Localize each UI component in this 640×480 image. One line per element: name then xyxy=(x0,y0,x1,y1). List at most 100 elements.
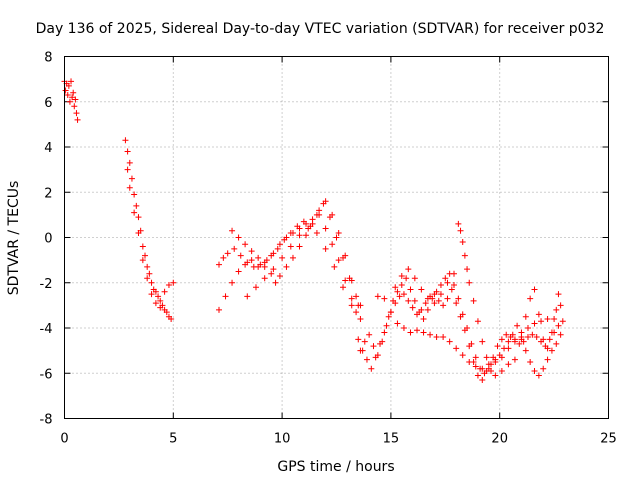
data-point xyxy=(505,361,512,368)
data-point xyxy=(283,263,290,270)
y-tick-label: 8 xyxy=(44,51,52,66)
data-point xyxy=(457,227,464,234)
data-point xyxy=(505,338,512,345)
data-point xyxy=(544,356,551,363)
data-point xyxy=(62,87,69,94)
data-point xyxy=(464,266,471,273)
data-point xyxy=(353,309,360,316)
data-point xyxy=(455,295,462,302)
data-point xyxy=(405,297,412,304)
data-point xyxy=(70,89,77,96)
series-arc-1 xyxy=(61,78,81,123)
data-point xyxy=(379,338,386,345)
data-point xyxy=(322,198,329,205)
data-point xyxy=(544,345,551,352)
y-tick-label: 0 xyxy=(44,232,52,247)
data-point xyxy=(455,220,462,227)
data-point xyxy=(229,279,236,286)
data-point xyxy=(65,82,72,89)
data-point xyxy=(300,218,307,225)
data-point xyxy=(361,338,368,345)
data-point xyxy=(281,236,288,243)
data-point xyxy=(144,275,151,282)
y-tick-label: -6 xyxy=(40,367,53,382)
data-point xyxy=(540,365,547,372)
data-point xyxy=(255,254,262,261)
data-point xyxy=(492,358,499,365)
data-point xyxy=(385,313,392,320)
data-point xyxy=(451,270,458,277)
tick-labels: 0 5 10 15 20 25 -8 -6 -4 -2 0 2 4 6 8 xyxy=(40,51,617,447)
data-point xyxy=(466,279,473,286)
data-point xyxy=(498,354,505,361)
data-point xyxy=(152,300,159,307)
data-point xyxy=(335,229,342,236)
data-point xyxy=(459,352,466,359)
data-point xyxy=(492,372,499,379)
y-axis-label: SDTVAR / TECUs xyxy=(6,181,22,296)
data-point xyxy=(335,257,342,264)
data-point xyxy=(557,331,564,338)
data-point xyxy=(524,334,531,341)
data-point xyxy=(479,377,486,384)
data-point xyxy=(531,367,538,374)
data-point xyxy=(531,320,538,327)
data-point xyxy=(427,331,434,338)
data-points xyxy=(61,78,566,384)
data-point xyxy=(222,293,229,300)
data-point xyxy=(170,279,177,286)
data-point xyxy=(420,329,427,336)
data-point xyxy=(522,347,529,354)
data-point xyxy=(148,279,155,286)
data-point xyxy=(411,297,418,304)
data-point xyxy=(329,211,336,218)
data-point xyxy=(553,340,560,347)
data-point xyxy=(394,320,401,327)
data-point xyxy=(474,318,481,325)
data-point xyxy=(518,329,525,336)
data-point xyxy=(355,302,362,309)
data-point xyxy=(479,365,486,372)
y-tick-label: -4 xyxy=(40,322,53,337)
data-point xyxy=(261,263,268,270)
data-point xyxy=(66,98,73,105)
data-point xyxy=(383,322,390,329)
data-point xyxy=(516,340,523,347)
data-point xyxy=(431,300,438,307)
data-point xyxy=(313,211,320,218)
data-point xyxy=(224,250,231,257)
data-point xyxy=(235,268,242,275)
data-point xyxy=(229,227,236,234)
data-point xyxy=(381,329,388,336)
data-point xyxy=(165,282,172,289)
data-point xyxy=(268,252,275,259)
data-point xyxy=(446,338,453,345)
data-point xyxy=(407,286,414,293)
data-point xyxy=(274,245,281,252)
x-tick-label: 20 xyxy=(491,432,508,447)
data-point xyxy=(533,334,540,341)
data-point xyxy=(400,325,407,331)
data-point xyxy=(505,345,512,352)
series-arc-2 xyxy=(122,137,177,322)
data-point xyxy=(459,239,466,246)
data-point xyxy=(64,91,71,98)
data-point xyxy=(479,338,486,345)
data-point xyxy=(409,304,416,311)
x-tick-label: 5 xyxy=(169,432,177,447)
data-point xyxy=(370,343,377,350)
data-point xyxy=(457,313,464,320)
data-point xyxy=(74,116,81,123)
data-point xyxy=(424,306,431,313)
data-point xyxy=(348,302,355,309)
data-point xyxy=(322,245,329,252)
data-point xyxy=(157,297,164,304)
data-point xyxy=(276,272,283,279)
data-point xyxy=(329,241,336,248)
x-axis-label: GPS time / hours xyxy=(277,459,394,475)
x-tick-label: 15 xyxy=(383,432,400,447)
data-point xyxy=(71,103,78,110)
data-point xyxy=(509,331,516,338)
data-point xyxy=(524,325,531,331)
data-point xyxy=(303,232,310,239)
